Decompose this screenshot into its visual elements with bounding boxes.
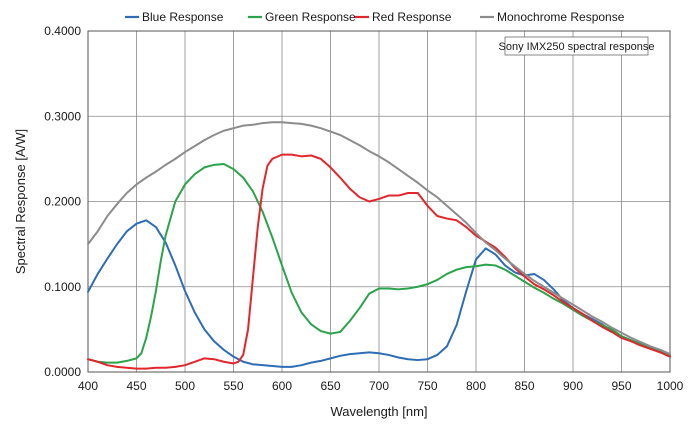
series-line-green-response — [87, 162, 671, 364]
x-tick-label: 400 — [78, 379, 98, 393]
x-tick-label: 450 — [126, 379, 146, 393]
x-tick-label: 950 — [611, 379, 631, 393]
legend: Blue Response Green Response Red Response M… — [125, 10, 625, 24]
y-tick-label: 0.4000 — [44, 24, 81, 38]
x-tick-label: 1000 — [657, 379, 684, 393]
annotation-box: Sony IMX250 spectral response — [499, 36, 655, 56]
legend-label-red-response: Red Response — [372, 10, 452, 24]
x-tick-label: 650 — [320, 379, 340, 393]
y-tick-label: 0.3000 — [44, 109, 81, 123]
tick-label-layer: 400 450 500 550 600 650 700 750 800 850 900 950 1000… — [44, 24, 683, 393]
annotation-label: Sony IMX250 spectral response — [499, 41, 655, 53]
legend-label-green-response: Green Response — [265, 10, 356, 24]
x-tick-label: 500 — [175, 379, 195, 393]
x-tick-label: 850 — [514, 379, 534, 393]
series-line-red-response — [87, 153, 671, 370]
plot-frame — [87, 30, 671, 373]
series-layer — [87, 121, 671, 370]
y-tick-label: 0.0000 — [44, 365, 81, 379]
plot-area-border — [87, 30, 671, 373]
legend-label-blue-response: Blue Response — [142, 10, 224, 24]
x-tick-label: 550 — [223, 379, 243, 393]
legend-label-monochrome-response: Monochrome Response — [497, 10, 625, 24]
annotation-frame — [504, 36, 649, 56]
y-axis-title: Spectral Response [A/W] — [13, 129, 28, 274]
y-tick-label: 0.1000 — [44, 280, 81, 294]
y-tick-label: 0.2000 — [44, 195, 81, 209]
x-tick-label: 900 — [563, 379, 583, 393]
x-axis-title: Wavelength [nm] — [330, 404, 427, 419]
x-tick-label: 600 — [272, 379, 292, 393]
series-line-monochrome-response — [87, 121, 671, 356]
x-tick-label: 750 — [417, 379, 437, 393]
x-tick-label: 700 — [369, 379, 389, 393]
x-tick-label: 800 — [466, 379, 486, 393]
